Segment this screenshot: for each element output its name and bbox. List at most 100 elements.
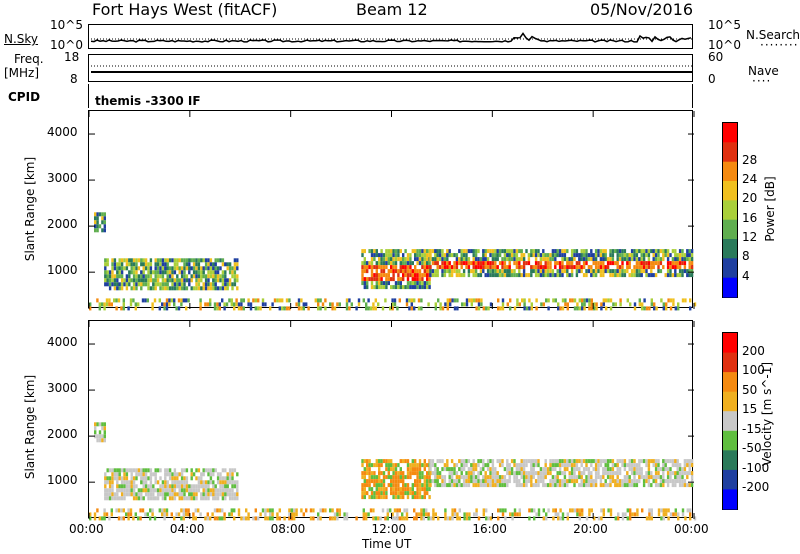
heatmap-cell bbox=[399, 487, 402, 492]
heatmap-cell bbox=[226, 476, 229, 481]
heatmap-cell bbox=[396, 306, 399, 311]
heatmap-cell bbox=[431, 249, 435, 254]
heatmap-cell bbox=[539, 269, 543, 274]
heatmap-cell bbox=[216, 286, 220, 291]
heatmap-cell bbox=[378, 261, 381, 266]
heatmap-cell bbox=[585, 273, 588, 278]
heatmap-cell bbox=[489, 253, 492, 258]
heatmap-cell bbox=[684, 516, 687, 521]
heatmap-cell bbox=[453, 483, 456, 488]
heatmap-cell bbox=[137, 468, 141, 473]
heatmap-cell bbox=[149, 516, 152, 521]
heatmap-cell bbox=[683, 483, 687, 488]
heatmap-cell bbox=[489, 475, 492, 480]
heatmap-cell bbox=[122, 306, 125, 311]
heatmap-cell bbox=[375, 459, 378, 464]
heatmap-cell bbox=[621, 479, 624, 484]
heatmap-cell bbox=[312, 508, 315, 513]
heatmap-cell bbox=[482, 508, 485, 513]
heatmap-cell bbox=[164, 496, 167, 501]
heatmap-cell bbox=[674, 508, 677, 513]
heatmap-cell bbox=[485, 306, 488, 311]
heatmap-cell bbox=[426, 273, 429, 278]
heatmap-cell bbox=[226, 488, 229, 493]
heatmap-cell bbox=[106, 274, 109, 279]
heatmap-cell bbox=[654, 471, 658, 476]
heatmap-cell bbox=[450, 475, 454, 480]
heatmap-cell bbox=[195, 286, 198, 291]
heatmap-cell bbox=[431, 273, 435, 278]
heatmap-cell bbox=[563, 249, 567, 254]
heatmap-cell bbox=[568, 463, 571, 468]
heatmap-cell bbox=[309, 508, 313, 513]
heatmap-cell bbox=[149, 278, 153, 283]
heatmap-cell bbox=[231, 472, 234, 477]
heatmap-cell bbox=[416, 463, 419, 468]
heatmap-cell bbox=[254, 306, 257, 311]
heatmap-cell bbox=[566, 249, 569, 254]
heatmap-cell bbox=[467, 479, 471, 484]
heatmap-cell bbox=[453, 508, 457, 513]
heatmap-cell bbox=[397, 285, 400, 290]
heatmap-cell bbox=[375, 281, 378, 286]
heatmap-cell bbox=[677, 516, 680, 521]
heatmap-cell bbox=[402, 483, 405, 488]
heatmap-cell bbox=[389, 306, 392, 311]
heatmap-cell bbox=[614, 273, 617, 278]
heatmap-cell bbox=[609, 483, 612, 488]
heatmap-cell bbox=[688, 261, 691, 266]
heatmap-cell bbox=[333, 306, 337, 311]
heatmap-cell bbox=[190, 492, 193, 497]
heatmap-cell bbox=[113, 298, 116, 303]
heatmap-cell bbox=[482, 483, 485, 488]
heatmap-cell bbox=[154, 472, 157, 477]
heatmap-cell bbox=[618, 471, 622, 476]
heatmap-cell bbox=[127, 306, 130, 311]
heatmap-cell bbox=[188, 262, 191, 267]
heatmap-cell bbox=[113, 262, 117, 267]
heatmap-cell bbox=[561, 261, 564, 266]
heatmap-cell bbox=[626, 261, 629, 266]
heatmap-cell bbox=[377, 516, 380, 521]
heatmap-cell bbox=[416, 487, 419, 492]
heatmap-cell bbox=[664, 479, 667, 484]
heatmap-cell bbox=[382, 483, 386, 488]
heatmap-cell bbox=[688, 467, 691, 472]
heatmap-cell bbox=[554, 261, 557, 266]
heatmap-cell bbox=[396, 512, 399, 517]
heatmap-cell bbox=[151, 512, 154, 517]
heatmap-cell bbox=[669, 459, 672, 464]
heatmap-cell bbox=[647, 467, 651, 472]
heatmap-cell bbox=[404, 459, 407, 464]
freq-tick-bottom: 8 bbox=[70, 72, 78, 86]
heatmap-cell bbox=[635, 269, 639, 274]
heatmap-cell bbox=[633, 302, 637, 307]
heatmap-cell bbox=[363, 249, 366, 254]
heatmap-cell bbox=[666, 265, 670, 270]
heatmap-cell bbox=[477, 459, 480, 464]
heatmap-cell bbox=[390, 277, 393, 282]
heatmap-cell bbox=[375, 273, 378, 278]
heatmap-cell bbox=[638, 249, 641, 254]
heatmap-cell bbox=[422, 512, 425, 517]
heatmap-cell bbox=[423, 459, 426, 464]
heatmap-cell bbox=[482, 261, 485, 266]
heatmap-cell bbox=[128, 278, 131, 283]
heatmap-cell bbox=[618, 467, 622, 472]
heatmap-cell bbox=[366, 265, 369, 270]
heatmap-cell bbox=[588, 508, 591, 513]
heatmap-cell bbox=[168, 266, 172, 271]
heatmap-cell bbox=[587, 471, 591, 476]
heatmap-cell bbox=[132, 274, 136, 279]
heatmap-cell bbox=[628, 479, 631, 484]
heatmap-cell bbox=[413, 516, 416, 521]
heatmap-cell bbox=[563, 475, 567, 480]
heatmap-cell bbox=[458, 269, 461, 274]
heatmap-cell bbox=[168, 286, 172, 291]
heatmap-cell bbox=[152, 270, 155, 275]
heatmap-cell bbox=[152, 472, 155, 477]
heatmap-cell bbox=[118, 266, 121, 271]
velocity-ylabel: Slant Range [km] bbox=[23, 374, 37, 480]
heatmap-cell bbox=[532, 459, 535, 464]
heatmap-cell bbox=[111, 262, 114, 267]
